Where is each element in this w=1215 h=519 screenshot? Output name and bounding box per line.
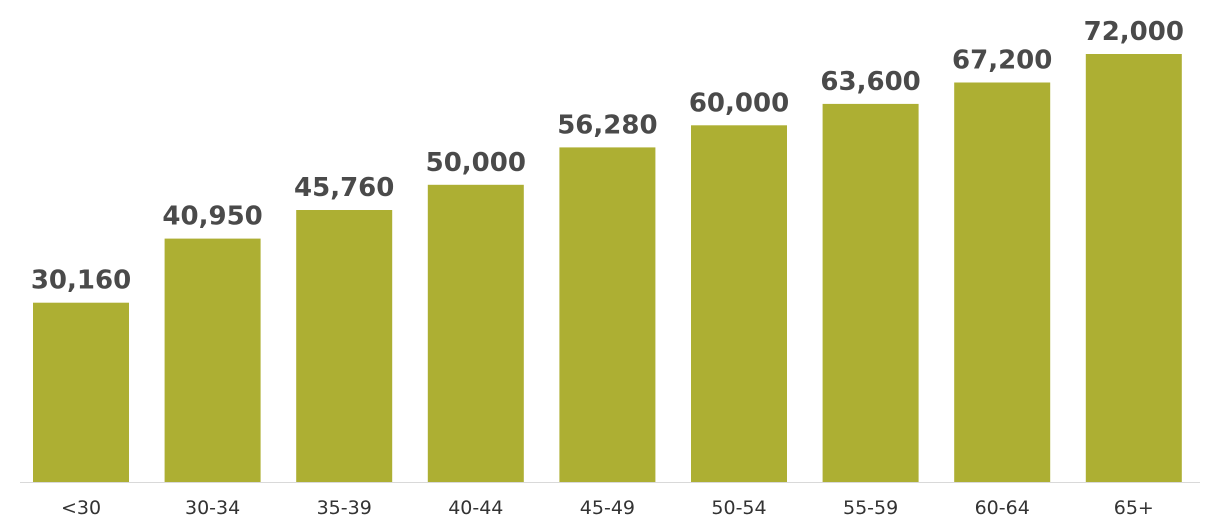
- x-tick-label-6: 55-59: [843, 497, 898, 519]
- x-tick-labels-group: <30 30-34 35-39 40-44 45-49 50-54 55-59 60-64 65…: [61, 497, 1154, 519]
- value-label-0: 30,160: [31, 266, 131, 296]
- value-labels-group: 30,160 40,950 45,760 50,000 56,280 60,000 63,6…: [31, 17, 1184, 296]
- value-label-1: 40,950: [162, 202, 262, 232]
- bar-2: [296, 210, 393, 482]
- value-label-2: 45,760: [294, 173, 394, 203]
- x-tick-label-4: 45-49: [580, 497, 635, 519]
- bar-4: [559, 147, 656, 482]
- bar-1: [164, 238, 261, 482]
- x-tick-label-1: 30-34: [185, 497, 240, 519]
- bar-3: [427, 184, 524, 483]
- value-label-3: 50,000: [426, 148, 526, 178]
- value-label-4: 56,280: [557, 110, 657, 140]
- bars-group: [33, 54, 1182, 483]
- x-tick-label-8: 65+: [1114, 497, 1154, 519]
- value-label-8: 72,000: [1084, 17, 1184, 47]
- bar-6: [822, 103, 919, 483]
- bar-7: [954, 82, 1051, 482]
- value-label-6: 63,600: [820, 67, 920, 97]
- bar-5: [691, 125, 787, 483]
- x-tick-label-0: <30: [61, 497, 101, 519]
- value-label-5: 60,000: [689, 88, 789, 118]
- bar-0: [33, 302, 129, 482]
- x-tick-label-7: 60-64: [975, 497, 1030, 519]
- bar-8: [1085, 54, 1182, 482]
- x-tick-label-2: 35-39: [317, 497, 372, 519]
- x-tick-label-5: 50-54: [711, 497, 766, 519]
- value-label-7: 67,200: [952, 46, 1052, 76]
- x-tick-label-3: 40-44: [448, 497, 503, 519]
